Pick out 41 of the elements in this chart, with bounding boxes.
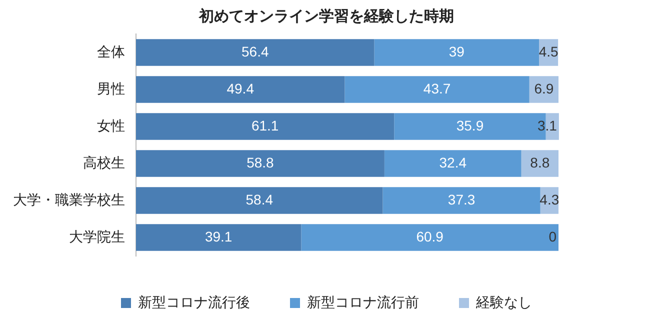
bar [136, 224, 302, 251]
y-tick-label: 男性 [97, 80, 125, 96]
data-label: 61.1 [251, 117, 279, 134]
bar [301, 224, 558, 251]
data-label: 6.9 [534, 80, 554, 96]
bar [136, 187, 383, 214]
data-label: 32.4 [439, 154, 467, 170]
y-tick-label: 高校生 [83, 154, 125, 170]
y-tick-label: 全体 [97, 43, 125, 60]
bar [136, 150, 384, 177]
data-label: 49.4 [226, 80, 254, 96]
data-label: 0 [548, 228, 557, 244]
data-label: 56.4 [242, 43, 269, 60]
data-label: 43.7 [423, 80, 451, 96]
bar [136, 113, 394, 140]
bar [374, 39, 540, 66]
legend-label: 経験なし [475, 294, 532, 310]
bar [384, 150, 522, 177]
bar [521, 150, 558, 177]
bar [529, 76, 558, 103]
chart-title: 初めてオンライン学習を経験した時期 [198, 7, 454, 26]
data-label: 58.4 [246, 191, 274, 208]
legend-label: 新型コロナ流行前 [307, 294, 419, 310]
data-label: 39 [448, 43, 465, 60]
data-label: 58.8 [246, 154, 274, 170]
legend-label: 新型コロナ流行後 [138, 294, 250, 310]
data-label: 39.1 [204, 228, 232, 244]
data-label: 60.9 [416, 228, 444, 244]
y-tick-label: 女性 [97, 117, 125, 134]
y-tick-label: 大学・職業学校生 [13, 191, 125, 208]
data-label: 3.1 [537, 117, 558, 134]
data-label: 8.8 [530, 154, 550, 170]
data-label: 37.3 [448, 191, 476, 208]
bar [382, 187, 540, 214]
bar [344, 76, 530, 103]
bar [136, 39, 374, 66]
y-tick-label: 大学院生 [69, 228, 125, 244]
data-label: 4.5 [538, 43, 559, 60]
data-label: 4.3 [540, 191, 560, 208]
bar [136, 76, 345, 103]
data-label: 35.9 [456, 117, 484, 134]
